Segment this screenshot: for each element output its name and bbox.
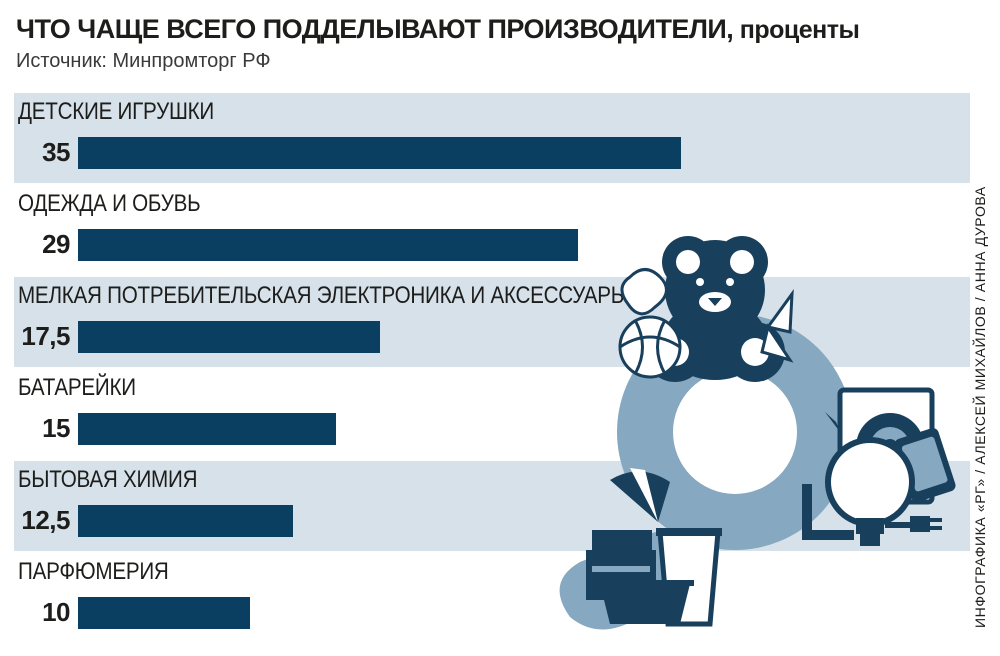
value-label: 17,5 bbox=[21, 321, 70, 351]
value-label: 12,5 bbox=[21, 505, 70, 535]
value-label: 35 bbox=[42, 137, 70, 167]
toy-windmill-icon bbox=[620, 268, 794, 363]
chart-source: Источник: Минпромторг РФ bbox=[16, 50, 271, 72]
chart-title-main: ЧТО ЧАЩЕ ВСЕГО ПОДДЕЛЫВАЮТ ПРОИЗВОДИТЕЛИ… bbox=[16, 14, 734, 44]
category-label: МЕЛКАЯ ПОТРЕБИТЕЛЬСКАЯ ЭЛЕКТРОНИКА И АКС… bbox=[18, 282, 629, 309]
category-label: БЫТОВАЯ ХИМИЯ bbox=[18, 466, 198, 493]
ball-icon bbox=[618, 315, 682, 379]
bar bbox=[78, 229, 578, 261]
value-label: 29 bbox=[42, 229, 70, 259]
plug-icon bbox=[802, 484, 942, 540]
bar bbox=[78, 597, 250, 629]
chart-title: ЧТО ЧАЩЕ ВСЕГО ПОДДЕЛЫВАЮТ ПРОИЗВОДИТЕЛИ… bbox=[16, 14, 860, 45]
chart-title-units: проценты bbox=[733, 16, 860, 44]
value-label: 15 bbox=[42, 413, 70, 443]
credit-text: ИНФОГРАФИКА «РГ» / АЛЕКСЕЙ МИХАЙЛОВ / АН… bbox=[972, 186, 988, 628]
category-label: ОДЕЖДА И ОБУВЬ bbox=[18, 190, 201, 217]
bar bbox=[78, 413, 336, 445]
fan-icon bbox=[610, 468, 670, 522]
lightbulb-icon bbox=[825, 412, 915, 546]
bowl-icon bbox=[596, 580, 694, 624]
value-label: 10 bbox=[42, 597, 70, 627]
goods-illustration bbox=[559, 236, 956, 630]
bar bbox=[78, 505, 293, 537]
category-label: ДЕТСКИЕ ИГРУШКИ bbox=[18, 98, 214, 125]
category-label: ПАРФЮМЕРИЯ bbox=[18, 558, 169, 585]
bar bbox=[78, 137, 681, 169]
category-label: БАТАРЕЙКИ bbox=[18, 374, 136, 401]
bar bbox=[78, 321, 380, 353]
